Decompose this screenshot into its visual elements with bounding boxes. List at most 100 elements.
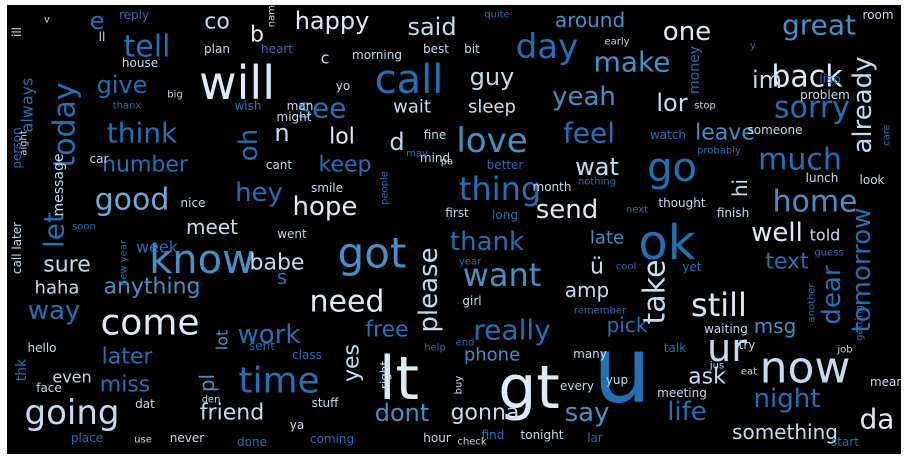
word-every: every [560,379,594,393]
word-lot: lot [213,330,232,351]
word-b: b [250,23,264,48]
word-much: much [758,143,842,178]
word-hello: hello [28,341,57,355]
word-late: late [590,228,624,249]
word-going: going [25,393,120,433]
word-reply: reply [119,8,149,22]
word-try: try [739,338,756,352]
word-cloud-words: ugt lt will ok got now know call go come time love u… [10,5,901,449]
word-stop: stop [694,101,716,112]
word-cloud-canvas: ugt lt will ok got now know call go come time love u… [7,5,901,454]
word-gonna: gonna [451,401,520,426]
word-work: work [238,320,301,350]
word-wait: wait [393,97,431,118]
word-done: done [237,435,267,449]
word-number: number [102,153,189,178]
word-co: co [204,10,230,35]
word-good: good [95,183,170,218]
word-text: text [765,250,809,275]
word-liao: liao [819,72,840,86]
word-nice: nice [181,196,206,210]
word-buy: buy [454,376,465,395]
word-back: back [771,60,843,95]
word-one: one [663,17,711,47]
word-check: check [457,437,486,448]
word-next: next [626,205,648,216]
word-den: den [202,395,221,406]
word-later: later [102,345,154,370]
word-cloud: u gt lt will ok got now know call go come time love u… [7,5,901,454]
word-yet: yet [682,260,701,274]
word-tonight: tonight [521,428,564,442]
word-e: e [90,7,105,35]
word-people: people [380,171,391,205]
word-jus: jus [709,361,724,372]
word-meet: meet [186,215,238,239]
word-yup: yup [606,373,628,387]
word-might: might [277,110,312,124]
word-love: love [456,121,527,161]
word-thanx: thanx [113,101,142,112]
word-told: told [810,226,841,245]
word-morning: morning [352,48,402,62]
word-heart: heart [261,42,293,56]
word-gt: gt [498,353,560,423]
word-another: another [807,283,818,323]
word-mean: mean [870,375,901,389]
word-many: many [573,347,607,361]
word-early: early [604,37,629,48]
word-face: face [36,381,62,395]
word-place: place [71,431,103,445]
word-free: free [365,318,408,343]
word-new-year: new year [119,239,130,286]
word-yo: yo [336,79,350,93]
word-today: today [48,82,83,167]
word-call: call [375,57,444,103]
word-phone: phone [464,345,520,366]
word-cloud-background [7,5,901,454]
word-im: im [752,66,782,94]
word-dear: dear [817,265,847,324]
word-really: really [473,314,550,347]
word-n: n [274,119,289,147]
word-leave: leave [695,121,755,146]
word-pl: pl [195,374,219,392]
word-u: u [593,317,651,424]
word-hour: hour [423,431,451,445]
word-day: day [516,27,579,67]
word-always: always [18,78,37,133]
word-year: year [459,257,482,268]
word-said: said [407,13,456,41]
word-right: right [378,361,392,389]
word-still: still [691,286,747,324]
word-tomorrow: tomorrow [847,208,877,333]
word-bit: bit [464,42,480,56]
word-may: may [406,149,428,160]
word-sure: sure [43,253,91,278]
word-problem: problem [800,88,850,102]
word-thing: thing [459,170,541,208]
word-babe: babe [250,251,305,276]
word-mind: mind [420,151,450,165]
word-class: class [292,348,322,362]
word-eat: eat [741,367,757,378]
word-dont: dont [375,399,430,427]
word-take: take [638,260,673,325]
word-wish: wish [234,99,261,113]
word-something: something [732,420,838,444]
word-dat: dat [135,397,155,411]
word-lunch: lunch [806,171,839,185]
word-y: y [750,41,756,52]
word-around: around [555,8,625,32]
word-remember: remember [574,306,627,317]
word-ya: ya [290,418,304,432]
word-msg: msg [754,314,797,338]
word-hey: hey [235,178,283,208]
word-time: time [238,361,319,402]
word-well: well [751,218,803,248]
word-yes: yes [340,344,365,382]
word-now: now [760,343,851,394]
word-feel: feel [563,117,615,150]
word-c: c [321,49,330,68]
word-think: think [107,117,178,150]
